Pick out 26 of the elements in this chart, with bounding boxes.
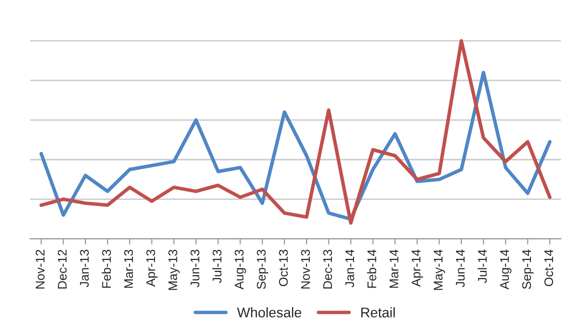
- x-tick-label: Sep-14: [522, 250, 534, 289]
- x-tick-label: Feb-13: [102, 250, 111, 288]
- x-tick-label: Jun-13: [190, 250, 200, 288]
- x-tick-label: Apr-14: [412, 250, 423, 287]
- x-tick-label: Jul-13: [212, 250, 222, 284]
- x-tick-label: May-14: [434, 250, 446, 290]
- x-tick-label: Mar-14: [390, 250, 398, 288]
- x-tick-label: Oct-14: [544, 250, 554, 286]
- legend-label: Retail: [361, 307, 395, 318]
- x-tick-label: Nov-13: [301, 250, 310, 288]
- x-tick-label: Jun-14: [456, 250, 465, 288]
- x-tick-label: Feb-14: [367, 250, 376, 288]
- x-tick-label: Apr-13: [146, 250, 158, 287]
- x-tick-label: Nov-12: [36, 250, 45, 288]
- x-tick-label: Jul-14: [478, 250, 487, 284]
- x-tick-label: Dec-12: [58, 250, 67, 288]
- x-tick-label: Sep-13: [256, 250, 268, 289]
- x-tick-label: Dec-13: [323, 250, 332, 288]
- x-tick-label: Jan-13: [80, 250, 89, 288]
- x-tick-label: Aug-14: [500, 250, 512, 290]
- x-tick-label: Oct-13: [278, 250, 288, 286]
- legend-label: Wholesale: [237, 307, 302, 318]
- x-tick-label: Jan-14: [345, 250, 354, 288]
- x-tick-label: Mar-13: [124, 250, 134, 288]
- x-tick-label: May-13: [168, 250, 180, 290]
- x-tick-label: Aug-13: [234, 250, 246, 290]
